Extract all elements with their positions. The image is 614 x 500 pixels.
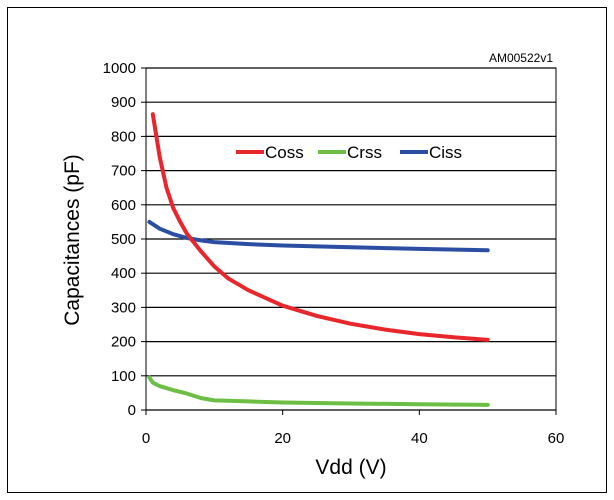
y-tick-label-100: 100 bbox=[111, 368, 136, 385]
series-line-crss bbox=[147, 375, 490, 407]
x-tick-label-60: 60 bbox=[548, 430, 565, 447]
x-tick-label-40: 40 bbox=[411, 430, 428, 447]
y-tick-label-600: 600 bbox=[111, 197, 136, 214]
y-axis-title: Capacitances (pF) bbox=[61, 154, 84, 326]
grid bbox=[146, 67, 556, 411]
figure-tag: AM00522v1 bbox=[489, 51, 553, 65]
y-tick-label-200: 200 bbox=[111, 334, 136, 351]
legend-label-crss: Crss bbox=[347, 143, 382, 162]
x-tick-label-0: 0 bbox=[142, 430, 150, 447]
series-line-ciss bbox=[147, 219, 490, 253]
y-tick-label-900: 900 bbox=[111, 94, 136, 111]
legend: Coss Crss Ciss bbox=[236, 143, 462, 162]
tick-labels: 0 100 200 300 400 500 600 700 800 900 1000 0 20 40 60 bbox=[103, 60, 565, 447]
y-tick-label-700: 700 bbox=[111, 163, 136, 180]
y-tick-label-800: 800 bbox=[111, 128, 136, 145]
x-tick-label-20: 20 bbox=[274, 430, 291, 447]
y-tick-label-1000: 1000 bbox=[103, 60, 136, 77]
legend-label-ciss: Ciss bbox=[429, 143, 462, 162]
series-group bbox=[147, 112, 490, 407]
x-axis-title: Vdd (V) bbox=[315, 456, 386, 479]
y-tick-label-0: 0 bbox=[128, 402, 136, 419]
y-tick-label-400: 400 bbox=[111, 265, 136, 282]
y-tick-label-500: 500 bbox=[111, 231, 136, 248]
legend-label-coss: Coss bbox=[265, 143, 304, 162]
series-line-coss bbox=[150, 112, 490, 342]
chart-frame bbox=[7, 7, 607, 493]
y-tick-label-300: 300 bbox=[111, 299, 136, 316]
